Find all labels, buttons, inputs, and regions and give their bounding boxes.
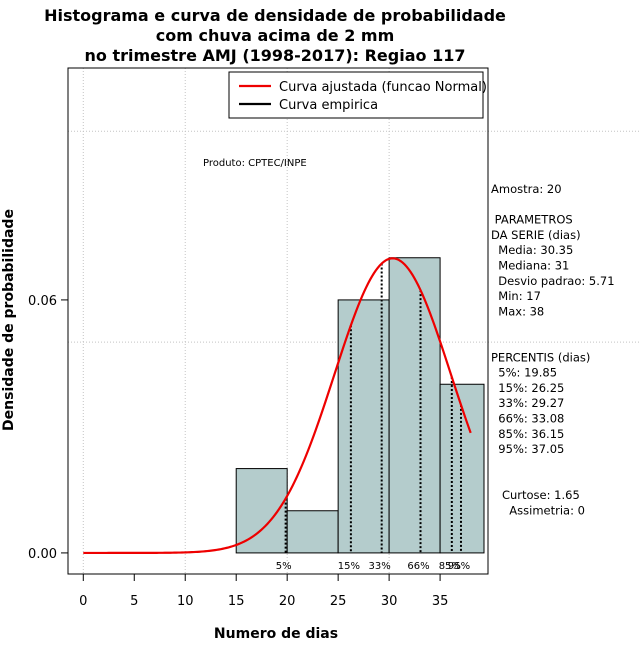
x-tick-label: 15 <box>228 594 245 609</box>
chart-title: Histograma e curva de densidade de proba… <box>44 6 506 65</box>
histogram-bars <box>235 257 485 554</box>
x-tick-label: 10 <box>177 594 194 609</box>
histogram-bar <box>337 299 390 554</box>
stats-line: 5%: 19.85 <box>491 366 557 380</box>
histogram-bar <box>388 257 441 554</box>
stats-line: Assimetria: 0 <box>491 503 585 517</box>
percentile-label: 95% <box>448 561 470 572</box>
y-axis-label: Densidade de probabilidade <box>1 209 17 431</box>
histogram-bar <box>439 383 485 554</box>
stats-line: Max: 38 <box>491 304 544 318</box>
title-line: Histograma e curva de densidade de proba… <box>44 6 506 25</box>
percentile-label: 15% <box>338 561 360 572</box>
stats-line: PARAMETROS <box>491 213 573 227</box>
normal-curve <box>83 257 472 555</box>
x-tick-label: 25 <box>330 594 347 609</box>
stats-line: DA SERIE (dias) <box>491 228 581 242</box>
histogram-bar <box>286 510 339 554</box>
percentile-lines: 5% 15% 33% 66% 85%95% <box>276 263 470 572</box>
legend-label-normal: Curva ajustada (funcao Normal) <box>279 80 487 95</box>
stats-line: Desvio padrao: 5.71 <box>491 274 615 288</box>
stats-line: Min: 17 <box>491 289 541 303</box>
percentile-label: 5% <box>276 561 292 572</box>
x-tick-label: 30 <box>381 594 398 609</box>
legend-label-empirical: Curva empirica <box>279 98 378 113</box>
y-tick-label: 0.06 <box>28 294 57 309</box>
legend-box <box>228 71 484 119</box>
x-tick-label: 35 <box>432 594 449 609</box>
stats-line: Mediana: 31 <box>491 259 569 273</box>
producer-label: Produto: CPTEC/INPE <box>203 158 307 169</box>
stats-line: PERCENTIS (dias) <box>491 350 590 364</box>
y-tick-label: 0.00 <box>28 547 57 562</box>
stats-line: 95%: 37.05 <box>491 442 564 456</box>
x-tick-label: 5 <box>130 594 138 609</box>
stats-line: 33%: 29.27 <box>491 396 564 410</box>
x-tick-label: 20 <box>279 594 296 609</box>
title-line: no trimestre AMJ (1998-2017): Regiao 117 <box>85 46 466 65</box>
x-axis-label: Numero de dias <box>214 626 338 642</box>
legend: Curva ajustada (funcao Normal) Curva empi… <box>228 71 487 119</box>
stats-line: 66%: 33.08 <box>491 412 564 426</box>
stats-line: 85%: 36.15 <box>491 427 564 441</box>
normal-curve-line <box>83 257 472 555</box>
percentile-label: 66% <box>407 561 429 572</box>
plot-frame <box>67 67 489 575</box>
title-line: com chuva acima de 2 mm <box>156 26 395 45</box>
x-tick-label: 0 <box>79 594 87 609</box>
axes: 0 5 10 15 20 25 30 35 0.00 0.06 Numero de dias Dens… <box>1 67 489 642</box>
histogram-bar <box>235 468 288 554</box>
percentile-label: 85% <box>439 561 461 572</box>
percentile-label: 33% <box>369 561 391 572</box>
stats-line: Curtose: 1.65 <box>491 488 580 502</box>
stats-line: 15%: 26.25 <box>491 381 564 395</box>
stats-line: Amostra: 20 <box>491 182 562 196</box>
annotations: Produto: CPTEC/INPE Amostra: 20 PARAMETRO… <box>203 158 615 517</box>
stats-line: Media: 30.35 <box>491 243 573 257</box>
